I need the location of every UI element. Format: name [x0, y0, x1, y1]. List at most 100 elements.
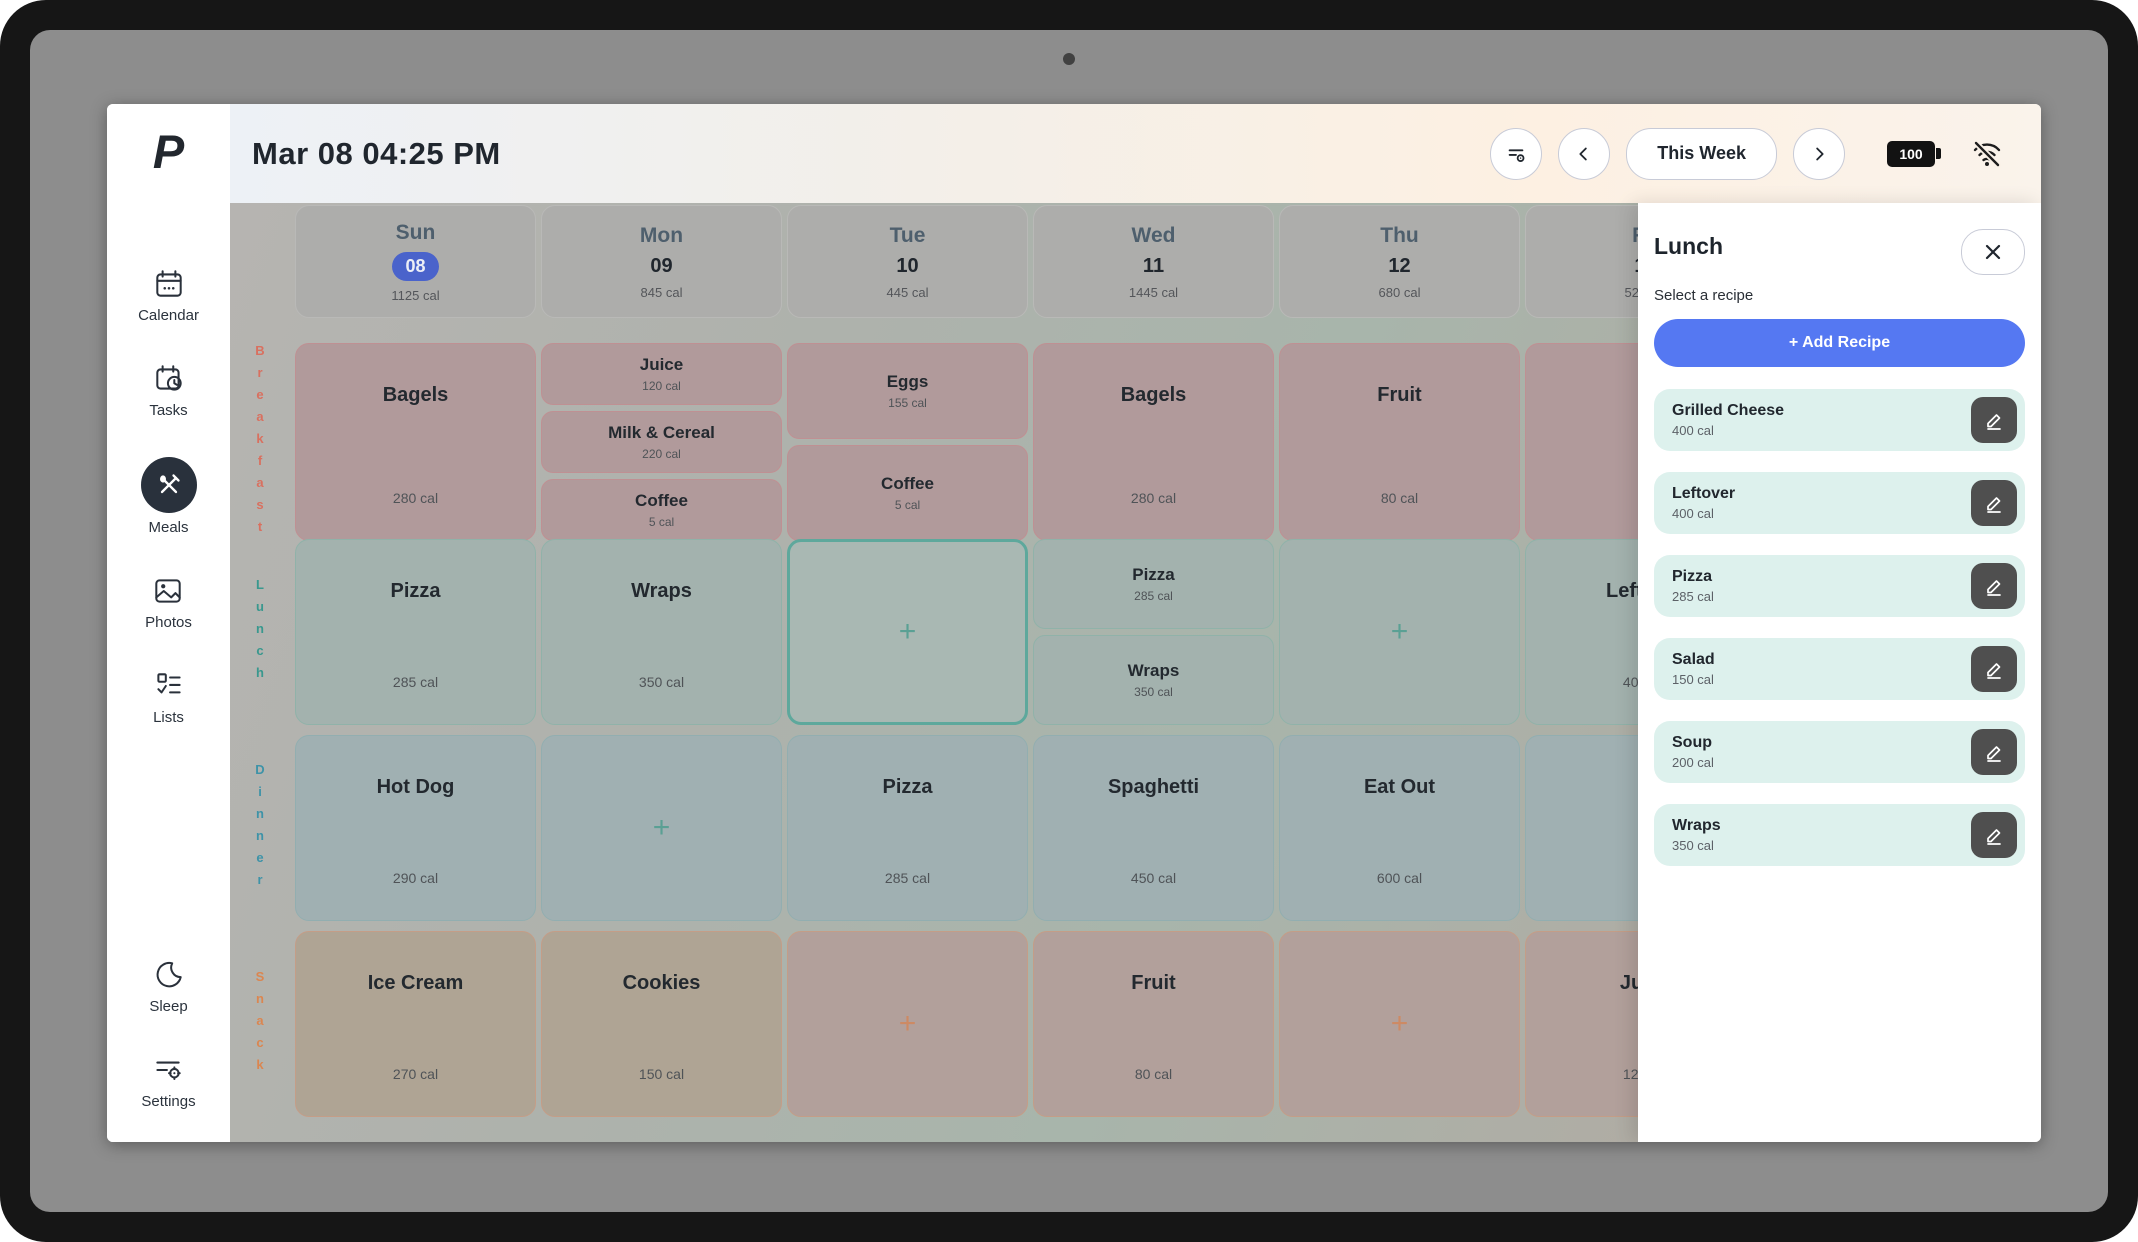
plus-icon: + — [652, 811, 671, 844]
sidebar-item-label: Meals — [148, 519, 189, 536]
next-week-button[interactable] — [1793, 127, 1845, 180]
recipe-item[interactable]: Soup 200 cal — [1654, 721, 2025, 783]
meal-item[interactable]: Pizza 285 cal — [1033, 539, 1274, 629]
meal-cell-wed-dinner[interactable]: Spaghetti 450 cal — [1033, 735, 1274, 921]
add-recipe-button[interactable]: + Add Recipe — [1654, 319, 2025, 367]
day-name: Mon — [639, 223, 684, 247]
recipe-item[interactable]: Grilled Cheese 400 cal — [1654, 389, 2025, 451]
edit-recipe-button[interactable] — [1971, 397, 2017, 443]
prev-week-button[interactable] — [1558, 127, 1611, 180]
day-header-thu[interactable]: Thu 12 680 cal — [1279, 205, 1520, 318]
battery-level: 100 — [1887, 140, 1935, 167]
photos-icon — [151, 574, 185, 608]
app-logo: P — [152, 125, 185, 178]
meal-cell-tue-lunch-selected[interactable]: + — [787, 539, 1028, 725]
sidebar-item-tasks[interactable]: Tasks — [149, 362, 188, 419]
sidebar-item-meals[interactable]: Meals — [140, 457, 197, 536]
meal-cell-sun-breakfast[interactable]: Bagels 280 cal — [295, 343, 536, 541]
meal-cell-mon-dinner[interactable]: + — [541, 735, 782, 921]
sidebar-item-photos[interactable]: Photos — [145, 574, 192, 631]
chevron-right-icon — [1816, 147, 1824, 160]
meal-cell-thu-lunch[interactable]: + — [1279, 539, 1520, 725]
meal-cell-tue-snack[interactable]: + — [787, 931, 1028, 1117]
meal-cell-thu-breakfast[interactable]: Fruit 80 cal — [1279, 343, 1520, 541]
meal-cell-wed-snack[interactable]: Fruit 80 cal — [1033, 931, 1274, 1117]
sidebar-item-calendar[interactable]: Calendar — [138, 267, 199, 324]
pencil-icon — [1987, 663, 2001, 679]
close-panel-button[interactable] — [1961, 229, 2025, 275]
week-selector-button[interactable]: This Week — [1626, 127, 1777, 180]
recipe-name: Soup — [1672, 734, 1712, 751]
plus-icon: + — [1390, 615, 1409, 648]
recipe-name: Grilled Cheese — [1672, 402, 1785, 419]
sidebar-item-label: Lists — [153, 709, 184, 726]
edit-recipe-button[interactable] — [1971, 480, 2017, 526]
sidebar-item-label: Settings — [141, 1093, 196, 1110]
edit-recipe-button[interactable] — [1971, 729, 2017, 775]
panel-header: Lunch — [1654, 229, 2025, 275]
sidebar: P Calendar Tasks Meals — [107, 104, 230, 1142]
recipe-list: Grilled Cheese 400 cal Leftover 400 cal — [1654, 389, 2025, 866]
meal-item[interactable]: Milk & Cereal 220 cal — [541, 411, 782, 473]
recipe-panel: Lunch Select a recipe + Add Recipe Grill… — [1638, 203, 2041, 1142]
today-pill: 08 — [392, 251, 439, 281]
panel-title: Lunch — [1654, 233, 1723, 259]
day-calories: 445 cal — [886, 284, 929, 300]
edit-recipe-button[interactable] — [1971, 646, 2017, 692]
day-calories: 680 cal — [1378, 284, 1421, 300]
meal-cell-tue-breakfast: Eggs 155 cal Coffee 5 cal — [787, 343, 1028, 541]
meal-cell-thu-dinner[interactable]: Eat Out 600 cal — [1279, 735, 1520, 921]
meal-cell-thu-snack[interactable]: + — [1279, 931, 1520, 1117]
meal-item[interactable]: Juice 120 cal — [541, 343, 782, 405]
sidebar-item-label: Calendar — [138, 307, 199, 324]
meal-cell-mon-breakfast: Juice 120 cal Milk & Cereal 220 cal Coff… — [541, 343, 782, 541]
header-controls: This Week 100 — [1490, 127, 2005, 180]
camera-dot — [1063, 53, 1075, 65]
filter-settings-icon — [1508, 148, 1525, 162]
day-number: 10 — [896, 254, 919, 277]
day-header-wed[interactable]: Wed 11 1445 cal — [1033, 205, 1274, 318]
day-header-sun[interactable]: Sun 08 1125 cal — [295, 205, 536, 318]
sidebar-item-settings[interactable]: Settings — [141, 1053, 196, 1110]
recipe-item[interactable]: Salad 150 cal — [1654, 638, 2025, 700]
meal-item[interactable]: Eggs 155 cal — [787, 343, 1028, 439]
day-header-mon[interactable]: Mon 09 845 cal — [541, 205, 782, 318]
recipe-calories: 400 cal — [1672, 423, 1714, 438]
edit-recipe-button[interactable] — [1971, 812, 2017, 858]
sidebar-item-label: Photos — [145, 614, 192, 631]
day-name: Thu — [1380, 223, 1419, 247]
chevron-left-icon — [1579, 147, 1588, 160]
lunch-row: Lunch Pizza 285 cal Wraps 350 cal + Pizz… — [230, 539, 2041, 725]
recipe-item[interactable]: Wraps 350 cal — [1654, 804, 2025, 866]
app-window: P Calendar Tasks Meals — [107, 104, 2041, 1142]
breakfast-row: Breakfast Bagels 280 cal Juice 120 cal M… — [230, 343, 2041, 541]
meal-cell-sun-dinner[interactable]: Hot Dog 290 cal — [295, 735, 536, 921]
meal-cell-mon-snack[interactable]: Cookies 150 cal — [541, 931, 782, 1117]
edit-recipe-button[interactable] — [1971, 563, 2017, 609]
recipe-name: Salad — [1672, 651, 1715, 668]
day-number: 11 — [1142, 254, 1165, 277]
tasks-icon — [152, 362, 186, 396]
recipe-name: Leftover — [1672, 485, 1736, 502]
meal-item[interactable]: Coffee 5 cal — [541, 479, 782, 541]
meal-item[interactable]: Coffee 5 cal — [787, 445, 1028, 541]
meal-cell-sun-snack[interactable]: Ice Cream 270 cal — [295, 931, 536, 1117]
recipe-name: Pizza — [1672, 568, 1713, 585]
meal-item[interactable]: Wraps 350 cal — [1033, 635, 1274, 725]
meal-cell-wed-breakfast[interactable]: Bagels 280 cal — [1033, 343, 1274, 541]
meal-cell-sun-lunch[interactable]: Pizza 285 cal — [295, 539, 536, 725]
recipe-calories: 150 cal — [1672, 672, 1714, 687]
recipe-item[interactable]: Pizza 285 cal — [1654, 555, 2025, 617]
sidebar-item-lists[interactable]: Lists — [152, 669, 186, 726]
recipe-item[interactable]: Leftover 400 cal — [1654, 472, 2025, 534]
datetime-title: Mar 08 04:25 PM — [252, 135, 501, 171]
day-name: Tue — [889, 223, 926, 247]
day-header-tue[interactable]: Tue 10 445 cal — [787, 205, 1028, 318]
meal-cell-tue-dinner[interactable]: Pizza 285 cal — [787, 735, 1028, 921]
plus-icon: + — [898, 615, 917, 648]
recipe-calories: 285 cal — [1672, 589, 1714, 604]
sidebar-item-label: Tasks — [149, 402, 188, 419]
meal-cell-mon-lunch[interactable]: Wraps 350 cal — [541, 539, 782, 725]
view-options-button[interactable] — [1490, 127, 1543, 180]
sidebar-item-sleep[interactable]: Sleep — [149, 958, 188, 1015]
